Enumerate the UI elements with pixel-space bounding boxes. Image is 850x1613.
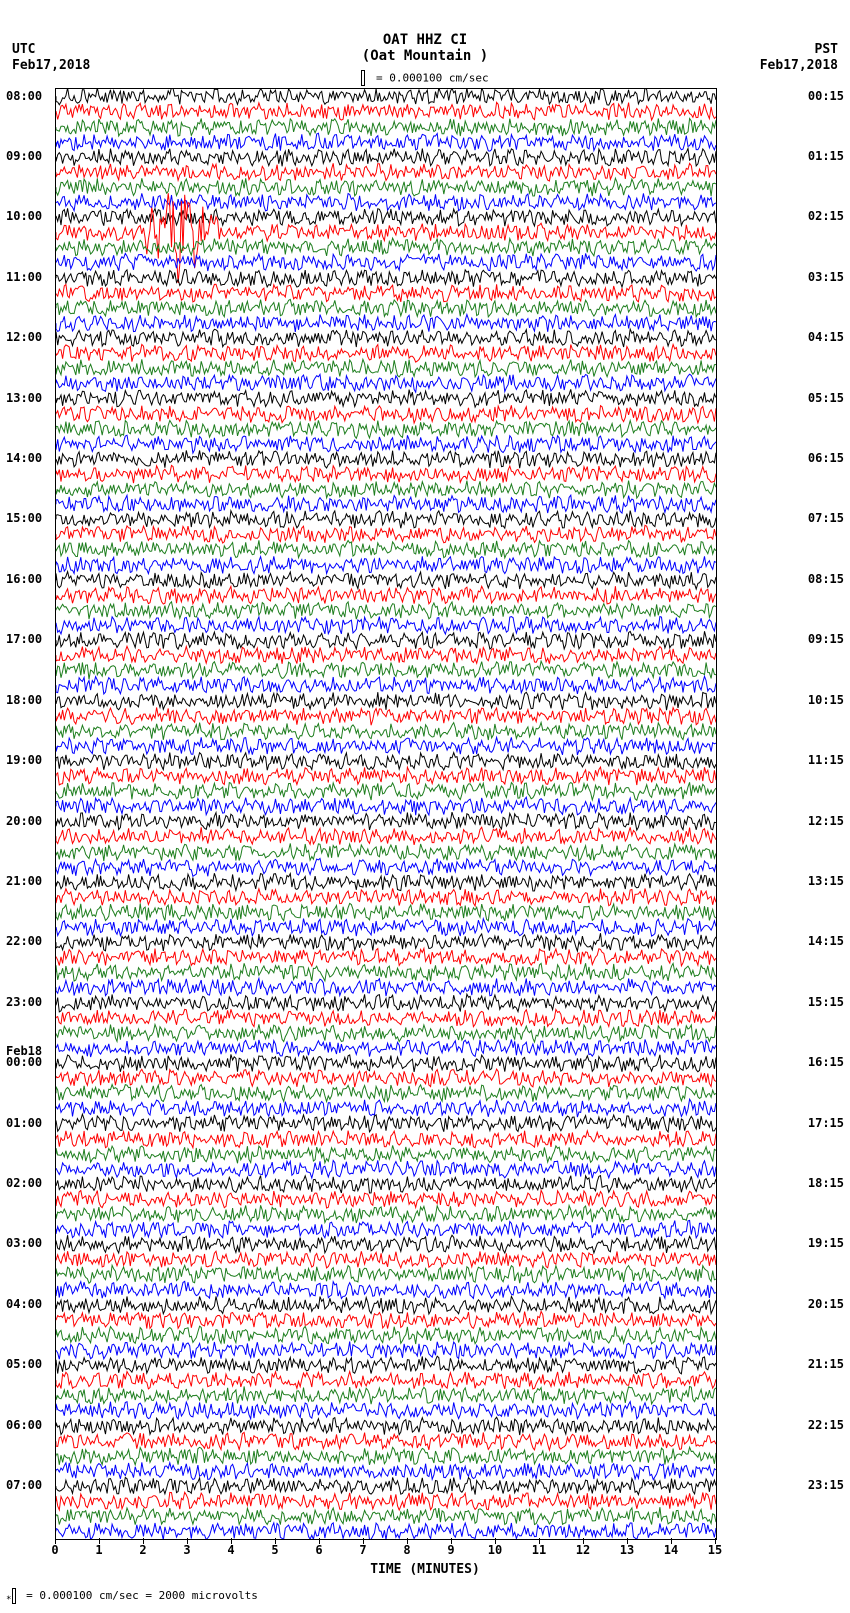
utc-hour-label: 21:00 <box>6 874 42 888</box>
utc-hour-label: 01:00 <box>6 1116 42 1130</box>
pst-hour-label: 09:15 <box>808 632 844 646</box>
footer-scale: * = 0.000100 cm/sec = 2000 microvolts <box>6 1588 258 1605</box>
footer-text: = 0.000100 cm/sec = 2000 microvolts <box>26 1589 258 1602</box>
pst-hour-label: 06:15 <box>808 451 844 465</box>
utc-hour-label: 17:00 <box>6 632 42 646</box>
x-tick-label: 1 <box>95 1543 102 1557</box>
utc-hour-label: 00:00 <box>6 1055 42 1069</box>
x-tick-label: 14 <box>664 1543 678 1557</box>
scale-bar-icon <box>361 70 365 86</box>
scale-indicator: = 0.000100 cm/sec <box>0 70 850 86</box>
x-tick-mark <box>99 1538 100 1544</box>
utc-hour-label: 20:00 <box>6 814 42 828</box>
utc-hour-label: 14:00 <box>6 451 42 465</box>
scale-bar-icon <box>12 1588 16 1604</box>
pst-hour-label: 04:15 <box>808 330 844 344</box>
pst-hour-label: 08:15 <box>808 572 844 586</box>
pst-hour-label: 03:15 <box>808 270 844 284</box>
x-tick-mark <box>143 1538 144 1544</box>
x-tick-label: 8 <box>403 1543 410 1557</box>
pst-hour-label: 22:15 <box>808 1418 844 1432</box>
x-tick-mark <box>539 1538 540 1544</box>
pst-hour-label: 05:15 <box>808 391 844 405</box>
x-tick-label: 5 <box>271 1543 278 1557</box>
utc-hour-label: 16:00 <box>6 572 42 586</box>
pst-hour-label: 13:15 <box>808 874 844 888</box>
utc-hour-label: 06:00 <box>6 1418 42 1432</box>
x-tick-mark <box>363 1538 364 1544</box>
x-tick-mark <box>627 1538 628 1544</box>
utc-hour-label: 19:00 <box>6 753 42 767</box>
pst-hour-label: 17:15 <box>808 1116 844 1130</box>
x-tick-label: 15 <box>708 1543 722 1557</box>
utc-hour-label: 18:00 <box>6 693 42 707</box>
utc-hour-label: 03:00 <box>6 1236 42 1250</box>
utc-hour-label: 04:00 <box>6 1297 42 1311</box>
pst-hour-label: 21:15 <box>808 1357 844 1371</box>
x-tick-mark <box>275 1538 276 1544</box>
utc-hour-label: 22:00 <box>6 934 42 948</box>
utc-hour-label: 07:00 <box>6 1478 42 1492</box>
utc-hour-label: 09:00 <box>6 149 42 163</box>
utc-hour-label: 02:00 <box>6 1176 42 1190</box>
pst-hour-label: 15:15 <box>808 995 844 1009</box>
pst-hour-label: 14:15 <box>808 934 844 948</box>
utc-hour-label: 10:00 <box>6 209 42 223</box>
pst-hour-label: 02:15 <box>808 209 844 223</box>
pst-hour-label: 00:15 <box>808 89 844 103</box>
x-tick-mark <box>319 1538 320 1544</box>
x-tick-mark <box>671 1538 672 1544</box>
chart-header: OAT HHZ CI (Oat Mountain ) <box>0 32 850 64</box>
utc-hour-label: 11:00 <box>6 270 42 284</box>
x-tick-mark <box>55 1538 56 1544</box>
utc-hour-label: 23:00 <box>6 995 42 1009</box>
x-tick-mark <box>495 1538 496 1544</box>
utc-hour-label: 08:00 <box>6 89 42 103</box>
x-tick-label: 3 <box>183 1543 190 1557</box>
pst-hour-label: 20:15 <box>808 1297 844 1311</box>
x-tick-label: 7 <box>359 1543 366 1557</box>
x-tick-label: 9 <box>447 1543 454 1557</box>
x-tick-label: 10 <box>488 1543 502 1557</box>
x-tick-mark <box>583 1538 584 1544</box>
x-tick-mark <box>715 1538 716 1544</box>
x-axis-label: TIME (MINUTES) <box>0 1562 850 1577</box>
x-tick-mark <box>451 1538 452 1544</box>
x-tick-label: 0 <box>51 1543 58 1557</box>
x-tick-mark <box>407 1538 408 1544</box>
x-tick-label: 2 <box>139 1543 146 1557</box>
x-tick-mark <box>187 1538 188 1544</box>
seismogram-plot <box>55 88 717 1540</box>
seismic-trace <box>56 1501 716 1540</box>
x-tick-label: 6 <box>315 1543 322 1557</box>
pst-hour-label: 07:15 <box>808 511 844 525</box>
utc-hour-label: 12:00 <box>6 330 42 344</box>
x-tick-label: 12 <box>576 1543 590 1557</box>
utc-hour-label: 15:00 <box>6 511 42 525</box>
pst-hour-label: 18:15 <box>808 1176 844 1190</box>
pst-hour-label: 12:15 <box>808 814 844 828</box>
pst-hour-label: 19:15 <box>808 1236 844 1250</box>
x-tick-label: 4 <box>227 1543 234 1557</box>
pst-hour-label: 11:15 <box>808 753 844 767</box>
station-code: OAT HHZ CI <box>0 32 850 48</box>
x-tick-label: 13 <box>620 1543 634 1557</box>
x-tick-label: 11 <box>532 1543 546 1557</box>
pst-hour-label: 23:15 <box>808 1478 844 1492</box>
scale-text: = 0.000100 cm/sec <box>376 72 489 85</box>
utc-hour-label: 13:00 <box>6 391 42 405</box>
utc-hour-label: 05:00 <box>6 1357 42 1371</box>
seismogram-page: UTC Feb17,2018 PST Feb17,2018 OAT HHZ CI… <box>0 0 850 1613</box>
pst-hour-label: 10:15 <box>808 693 844 707</box>
x-tick-mark <box>231 1538 232 1544</box>
station-name: (Oat Mountain ) <box>0 48 850 64</box>
pst-hour-label: 16:15 <box>808 1055 844 1069</box>
pst-hour-label: 01:15 <box>808 149 844 163</box>
